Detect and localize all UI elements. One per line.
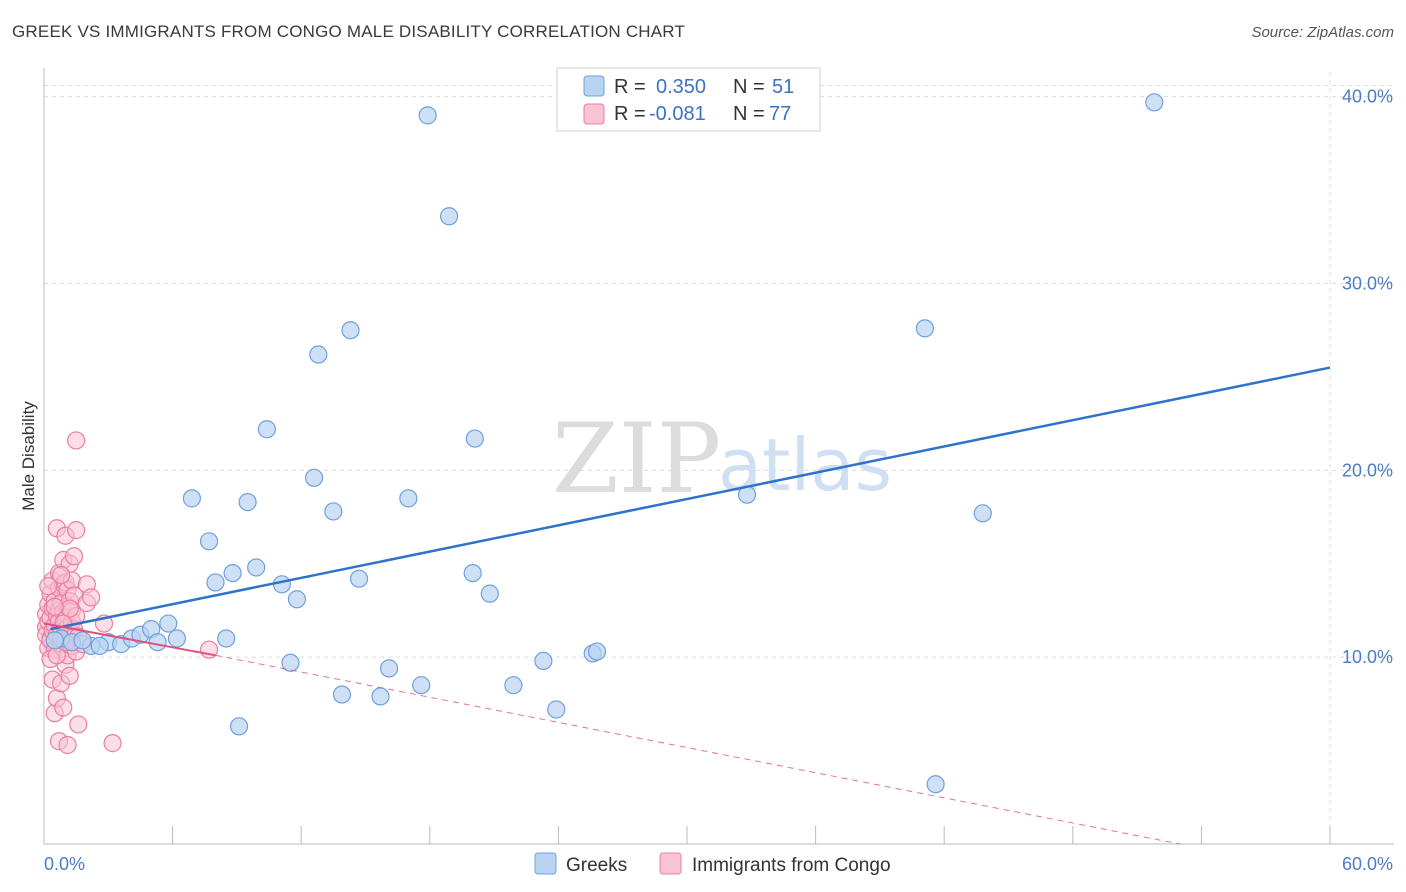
- y-tick-labels: 10.0% 20.0% 30.0% 40.0%: [1342, 87, 1393, 667]
- congo-trend-line: [43, 622, 216, 657]
- greeks-point: [480, 584, 499, 603]
- greeks-point: [247, 558, 266, 577]
- congo-point: [58, 735, 77, 755]
- congo-point: [64, 547, 84, 566]
- greeks-point: [206, 573, 225, 592]
- congo-point: [103, 734, 122, 753]
- congo-point: [82, 588, 101, 607]
- greeks-trend-line: [50, 366, 1331, 631]
- legend-top: R = 0.350 N = 51 R = -0.081 N = 77: [556, 67, 821, 132]
- greeks-point: [159, 614, 178, 633]
- greeks-point: [587, 642, 607, 661]
- greeks-point: [45, 631, 64, 650]
- greeks-point: [973, 504, 992, 523]
- legend-r-value-congo: -0.081: [649, 103, 706, 125]
- greeks-point: [915, 319, 935, 338]
- legend-swatch-greeks: [583, 75, 605, 97]
- y-axis-label: Male Disability: [19, 401, 38, 511]
- y-tick-label-2: 30.0%: [1342, 274, 1393, 294]
- greeks-point: [534, 651, 553, 671]
- legend-r-value-greeks: 0.350: [656, 76, 706, 98]
- congo-trend-extension: [215, 654, 1181, 845]
- legend-r-label-greeks: R =: [614, 76, 646, 98]
- greeks-point: [223, 563, 242, 583]
- greeks-point: [332, 685, 352, 704]
- congo-point: [45, 597, 64, 616]
- watermark-zip: ZIP: [552, 403, 721, 515]
- greeks-point: [349, 569, 369, 588]
- y-tick-label-0: 10.0%: [1342, 647, 1393, 667]
- legend-n-label-greeks: N =: [733, 76, 765, 98]
- bottom-legend-swatch-congo: [659, 852, 682, 875]
- bottom-legend-swatch-greeks: [534, 852, 557, 875]
- x-tick-label-min: 0.0%: [44, 854, 85, 874]
- greeks-point: [182, 489, 201, 508]
- greeks-point: [257, 420, 277, 439]
- source-label: Source: ZipAtlas.com: [1251, 24, 1394, 41]
- legend-n-value-greeks: 51: [772, 76, 794, 98]
- congo-points: [37, 431, 219, 755]
- greeks-point: [324, 502, 343, 521]
- congo-point: [69, 715, 88, 734]
- greeks-point: [418, 106, 437, 125]
- greeks-point: [341, 321, 360, 340]
- greeks-point: [199, 532, 219, 551]
- y-tick-label-1: 20.0%: [1342, 460, 1393, 480]
- bottom-legend-label-greeks: Greeks: [566, 855, 627, 876]
- greeks-point: [217, 629, 236, 648]
- legend-r-label-congo: R =: [614, 103, 646, 125]
- greeks-point: [238, 493, 257, 512]
- greeks-point: [281, 653, 300, 672]
- legend-swatch-congo: [583, 103, 605, 125]
- greeks-point: [229, 717, 249, 736]
- greeks-point: [547, 700, 566, 719]
- greeks-point: [73, 631, 92, 650]
- trend-lines: [43, 366, 1331, 845]
- greeks-point: [465, 429, 484, 448]
- greeks-point: [371, 687, 390, 706]
- greeks-point: [439, 207, 459, 226]
- greeks-point: [926, 775, 945, 794]
- greeks-point: [412, 676, 431, 695]
- legend-n-value-congo: 77: [769, 103, 791, 125]
- greeks-point: [1145, 93, 1164, 112]
- greeks-point: [304, 468, 324, 487]
- y-tick-label-3: 40.0%: [1342, 87, 1393, 107]
- legend-bottom: Greeks Immigrants from Congo: [534, 852, 891, 876]
- legend-n-label-congo: N =: [733, 103, 765, 125]
- greeks-points: [45, 93, 1164, 794]
- axes: [43, 68, 1394, 845]
- x-tick-label-max: 60.0%: [1342, 854, 1393, 874]
- congo-point: [39, 577, 58, 596]
- greeks-point: [504, 676, 523, 695]
- greeks-point: [287, 590, 307, 609]
- chart-title: GREEK VS IMMIGRANTS FROM CONGO MALE DISA…: [12, 22, 686, 41]
- greeks-point: [309, 345, 328, 364]
- congo-point: [54, 614, 73, 633]
- congo-point: [67, 521, 86, 540]
- watermark: ZIP atlas: [552, 403, 892, 515]
- greeks-point: [90, 636, 109, 656]
- greeks-point: [463, 563, 482, 583]
- greeks-point: [399, 489, 418, 508]
- congo-point: [52, 565, 71, 585]
- bottom-legend-label-congo: Immigrants from Congo: [692, 855, 891, 876]
- congo-point: [60, 666, 79, 685]
- congo-point: [67, 431, 86, 450]
- greeks-point: [148, 633, 167, 652]
- congo-point: [54, 698, 73, 717]
- greeks-point: [379, 659, 399, 678]
- greeks-point: [167, 629, 186, 648]
